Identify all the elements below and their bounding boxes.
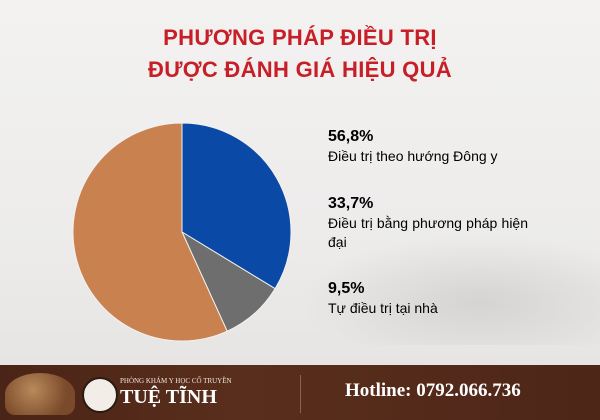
pie-chart [72,122,292,342]
pie-slice-2 [72,122,228,342]
divider [300,375,301,413]
clinic-logo [82,377,118,413]
legend-percent: 9,5% [328,280,365,297]
clinic-name: TUỆ TĨNH [120,386,217,408]
herbs-image [5,373,75,415]
background-mist [300,235,600,345]
pie-slice-0 [181,122,292,290]
legend-label: Điều trị bằng phương pháp hiện đại [328,215,528,250]
page-title: PHƯƠNG PHÁP ĐIỀU TRỊ ĐƯỢC ĐÁNH GIÁ HIỆU … [0,22,600,86]
legend-label: Điều trị theo hướng Đông y [328,148,498,164]
hotline[interactable]: Hotline: 0792.066.736 [345,380,521,401]
legend-percent: 56,8% [328,128,374,145]
clinic-subtitle: PHÒNG KHÁM Y HỌC CỔ TRUYỀN [120,377,232,385]
title-line-1: PHƯƠNG PHÁP ĐIỀU TRỊ [163,25,437,50]
title-line-2: ĐƯỢC ĐÁNH GIÁ HIỆU QUẢ [148,57,452,82]
legend-item-dong-y: 56,8% Điều trị theo hướng Đông y [328,127,498,166]
legend-label: Tự điều trị tại nhà [328,300,438,316]
legend-item-tai-nha: 9,5% Tự điều trị tại nhà [328,279,438,318]
legend-percent: 33,7% [328,195,374,212]
footer-banner: PHÒNG KHÁM Y HỌC CỔ TRUYỀN TUỆ TĨNH Hotl… [0,365,600,420]
legend-item-hien-dai: 33,7% Điều trị bằng phương pháp hiện đại [328,194,528,252]
